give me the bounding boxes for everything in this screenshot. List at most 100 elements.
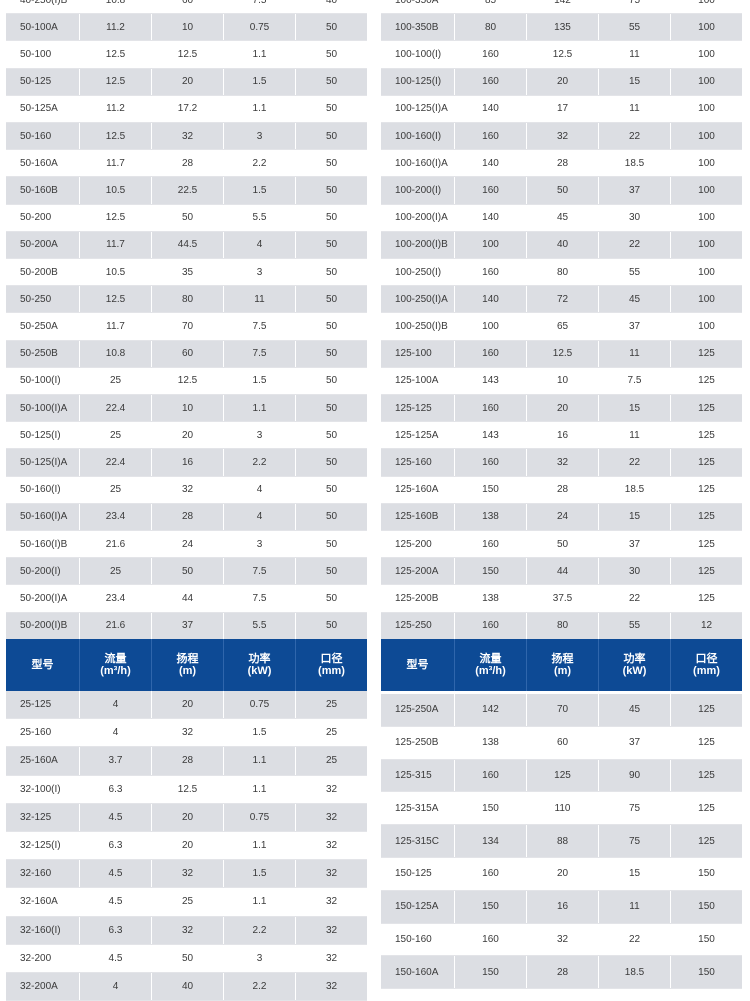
cell-diameter: 125 (670, 585, 742, 612)
cell-head: 37.5 (526, 585, 598, 612)
cell-flow: 4.5 (79, 803, 151, 831)
cell-diameter: 100 (670, 150, 742, 177)
cell-head: 32 (151, 916, 223, 944)
header-power-label: 功率 (623, 653, 646, 665)
cell-power: 37 (598, 726, 670, 759)
table-row: 32-200 4.5 50 3 32 (6, 944, 367, 973)
cell-flow: 140 (454, 95, 526, 122)
cell-flow: 160 (454, 177, 526, 204)
table-row: 25-160 4 32 1.5 25 (6, 719, 367, 748)
cell-model: 40-250(I)B (6, 0, 79, 14)
cell-power: 75 (598, 0, 670, 14)
cell-flow: 160 (454, 68, 526, 95)
cell-model: 50-100A (6, 14, 79, 41)
cell-model: 150-160 (381, 923, 454, 956)
cell-model: 32-200A (6, 973, 79, 1001)
cell-power: 2.2 (223, 916, 295, 944)
table-row: 125-100 160 12.5 11 125 (381, 340, 742, 368)
cell-diameter: 50 (295, 503, 367, 530)
cell-head: 20 (151, 832, 223, 860)
cell-flow: 4 (79, 691, 151, 719)
cell-power: 11 (223, 286, 295, 313)
cell-diameter: 125 (670, 558, 742, 585)
cell-diameter: 100 (670, 95, 742, 122)
header-flow: 流量 (m³/h) (454, 639, 526, 691)
cell-flow: 160 (454, 759, 526, 792)
table-row: 50-125(I)A 22.4 16 2.2 50 (6, 449, 367, 477)
cell-model: 50-160(I)A (6, 503, 79, 530)
cell-head: 44.5 (151, 231, 223, 258)
cell-head: 32 (526, 449, 598, 476)
cell-model: 125-315 (381, 759, 454, 792)
cell-diameter: 125 (670, 340, 742, 367)
cell-flow: 160 (454, 340, 526, 367)
cell-head: 80 (526, 612, 598, 639)
cell-flow: 10.5 (79, 177, 151, 204)
cell-model: 125-315C (381, 825, 454, 857)
cell-head: 20 (151, 68, 223, 95)
table-row: 125-200B 138 37.5 22 125 (381, 585, 742, 613)
cell-flow: 11.2 (79, 14, 151, 41)
cell-flow: 138 (454, 726, 526, 759)
cell-power: 5.5 (223, 612, 295, 639)
cell-model: 100-125(I) (381, 68, 454, 95)
cell-diameter: 100 (670, 259, 742, 286)
cell-model: 125-160 (381, 449, 454, 476)
cell-diameter: 32 (295, 973, 367, 1001)
cell-power: 4 (223, 231, 295, 258)
cell-power: 1.1 (223, 395, 295, 422)
cell-model: 50-160(I)B (6, 531, 79, 558)
table-row: 50-100(I)A 22.4 10 1.1 50 (6, 395, 367, 423)
header-flow-label: 流量 (479, 653, 502, 665)
cell-diameter: 32 (295, 803, 367, 831)
cell-power: 18.5 (598, 476, 670, 503)
cell-diameter: 50 (295, 422, 367, 449)
cell-power: 75 (598, 825, 670, 857)
header-model: 型号 (381, 639, 454, 691)
cell-diameter: 125 (670, 367, 742, 394)
cell-head: 22.5 (151, 177, 223, 204)
table-row: 125-160A 150 28 18.5 125 (381, 476, 742, 504)
cell-flow: 150 (454, 792, 526, 825)
cell-head: 80 (151, 286, 223, 313)
table-row: 150-125 160 20 15 150 (381, 858, 742, 891)
cell-flow: 23.4 (79, 503, 151, 530)
cell-model: 150-160A (381, 956, 454, 989)
header-power-label: 功率 (248, 653, 271, 665)
cell-flow: 12.5 (79, 123, 151, 150)
cell-diameter: 32 (295, 775, 367, 803)
header-power: 功率 (kW) (223, 639, 295, 691)
cell-model: 150-125 (381, 858, 454, 890)
cell-flow: 12.5 (79, 68, 151, 95)
cell-head: 50 (151, 944, 223, 972)
cell-model: 32-160A (6, 888, 79, 916)
table-row: 50-100 12.5 12.5 1.1 50 (6, 41, 367, 69)
cell-model: 125-250A (381, 694, 454, 726)
cell-diameter: 50 (295, 449, 367, 476)
cell-flow: 160 (454, 612, 526, 639)
cell-head: 10 (151, 395, 223, 422)
cell-diameter: 50 (295, 558, 367, 585)
table-row: 100-250(I) 160 80 55 100 (381, 259, 742, 287)
header-diameter-label: 口径 (695, 653, 718, 665)
table-row: 100-160(I)A 140 28 18.5 100 (381, 150, 742, 178)
cell-model: 125-160A (381, 476, 454, 503)
cell-flow: 12.5 (79, 204, 151, 231)
cell-diameter: 40 (295, 0, 367, 14)
cell-diameter: 50 (295, 177, 367, 204)
cell-model: 50-200(I)B (6, 612, 79, 639)
cell-model: 100-160(I)A (381, 150, 454, 177)
table-row: 100-200(I) 160 50 37 100 (381, 177, 742, 205)
cell-model: 125-100A (381, 367, 454, 394)
cell-power: 3 (223, 259, 295, 286)
cell-head: 60 (151, 340, 223, 367)
cell-model: 100-200(I)B (381, 231, 454, 258)
cell-model: 50-160 (6, 123, 79, 150)
cell-flow: 22.4 (79, 449, 151, 476)
cell-flow: 134 (454, 825, 526, 857)
cell-model: 100-250(I) (381, 259, 454, 286)
cell-head: 88 (526, 825, 598, 857)
header-flow-label: 流量 (104, 653, 127, 665)
cell-model: 25-160A (6, 747, 79, 775)
table-row: 125-200 160 50 37 125 (381, 531, 742, 559)
